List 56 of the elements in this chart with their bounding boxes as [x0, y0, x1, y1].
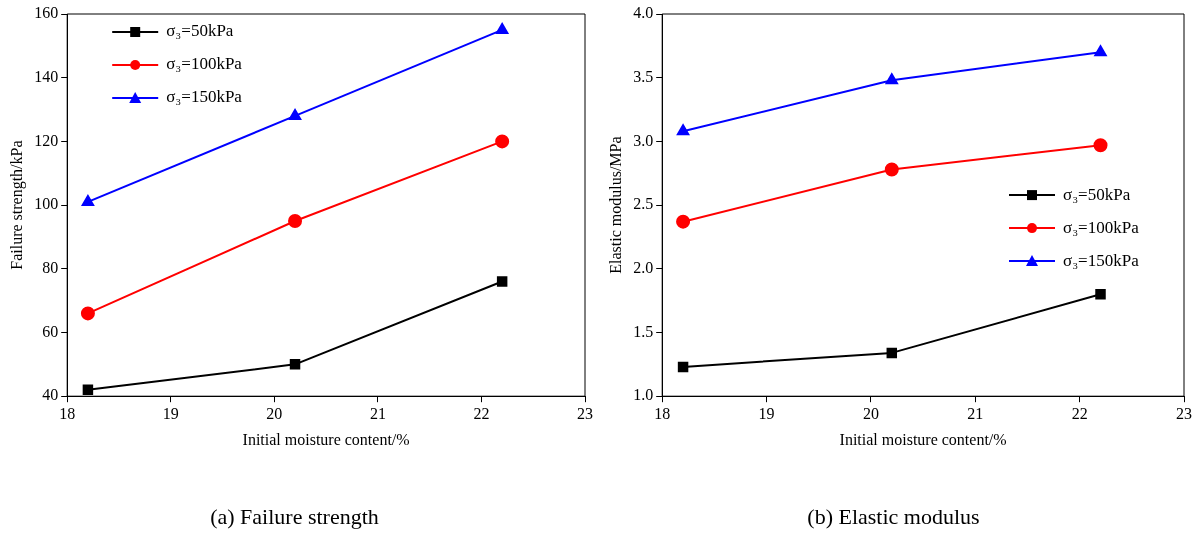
y-tick-label: 120: [34, 131, 59, 149]
text: (a) Failure strength: [210, 503, 379, 529]
point: [884, 162, 899, 177]
legend-label: σ₃=100kPa: [1063, 217, 1140, 237]
y-tick-label: 3.0: [633, 131, 654, 149]
point: [496, 276, 508, 287]
y-tick-label: 2.0: [633, 259, 654, 276]
point: [289, 359, 301, 370]
y-tick-label: 40: [42, 386, 59, 404]
y-tick-label: 140: [34, 67, 59, 85]
x-tick-label: 18: [654, 405, 671, 422]
legend-label: σ₃=50kPa: [166, 21, 234, 41]
point: [676, 124, 690, 136]
x-tick-label: 23: [1176, 405, 1192, 422]
x-tick-label: 22: [473, 405, 490, 422]
point: [677, 361, 689, 373]
point: [82, 384, 94, 396]
point: [676, 214, 691, 229]
y-axis-title: Failure strength/kPa: [7, 140, 26, 270]
point: [885, 73, 898, 85]
point: [886, 347, 898, 359]
x-tick-label: 19: [162, 405, 179, 422]
x-axis-title: Initial moisture content/%: [839, 431, 1007, 449]
y-tick-label: 1.0: [633, 386, 654, 404]
x-tick-label: 20: [862, 405, 879, 422]
x-tick-label: 19: [758, 405, 775, 422]
point: [495, 134, 510, 149]
legend-label: σ₃=150kPa: [1063, 250, 1140, 270]
y-tick-label: 60: [42, 322, 59, 340]
x-axis-title: Initial moisture content/%: [242, 431, 410, 449]
y-tick-label: 160: [34, 4, 59, 22]
point: [288, 214, 303, 229]
point: [81, 194, 95, 206]
point: [1095, 289, 1106, 300]
y-tick-label: 1.5: [633, 322, 654, 340]
point: [80, 306, 95, 321]
point: [1094, 45, 1107, 57]
x-tick-label: 21: [967, 405, 984, 422]
legend-label: σ₃=150kPa: [166, 87, 243, 107]
text: (b) Elastic modulus: [807, 503, 980, 529]
y-tick-label: 4.0: [633, 4, 654, 22]
x-tick-label: 21: [369, 405, 386, 422]
x-tick-label: 18: [59, 405, 76, 422]
legend-label: σ₃=50kPa: [1063, 184, 1131, 204]
point: [288, 108, 302, 120]
y-tick-label: 80: [42, 259, 59, 276]
point: [1093, 138, 1108, 153]
y-tick-label: 100: [34, 195, 59, 213]
x-tick-label: 23: [577, 405, 593, 422]
legend-label: σ₃=100kPa: [166, 54, 243, 74]
y-tick-label: 2.5: [633, 195, 654, 213]
point: [495, 22, 509, 34]
y-axis-title: Elastic modulus/MPa: [606, 136, 624, 274]
y-tick-label: 3.5: [633, 67, 654, 85]
x-tick-label: 22: [1071, 405, 1088, 422]
x-tick-label: 20: [266, 405, 283, 422]
